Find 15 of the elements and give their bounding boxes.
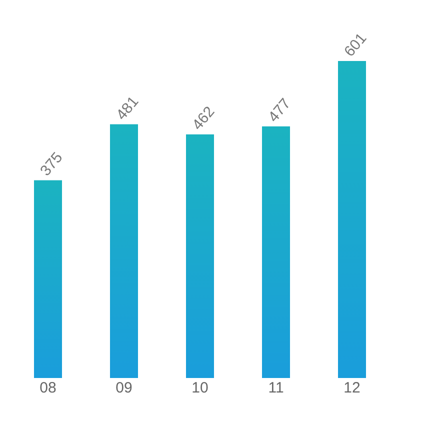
x-tick-label: 09 xyxy=(116,380,132,396)
bar xyxy=(338,61,366,378)
x-tick-label: 10 xyxy=(192,380,208,396)
bar xyxy=(110,124,138,378)
data-label: 462 xyxy=(189,103,218,134)
data-label: 481 xyxy=(113,93,142,124)
data-label: 601 xyxy=(341,30,370,60)
bar xyxy=(262,126,290,378)
data-label: 477 xyxy=(265,95,294,126)
x-tick-label: 11 xyxy=(268,380,284,396)
x-tick-label: 08 xyxy=(40,380,56,396)
bar xyxy=(186,134,214,378)
data-label: 375 xyxy=(37,149,66,180)
bar xyxy=(34,180,62,378)
x-tick-label: 12 xyxy=(344,380,360,396)
